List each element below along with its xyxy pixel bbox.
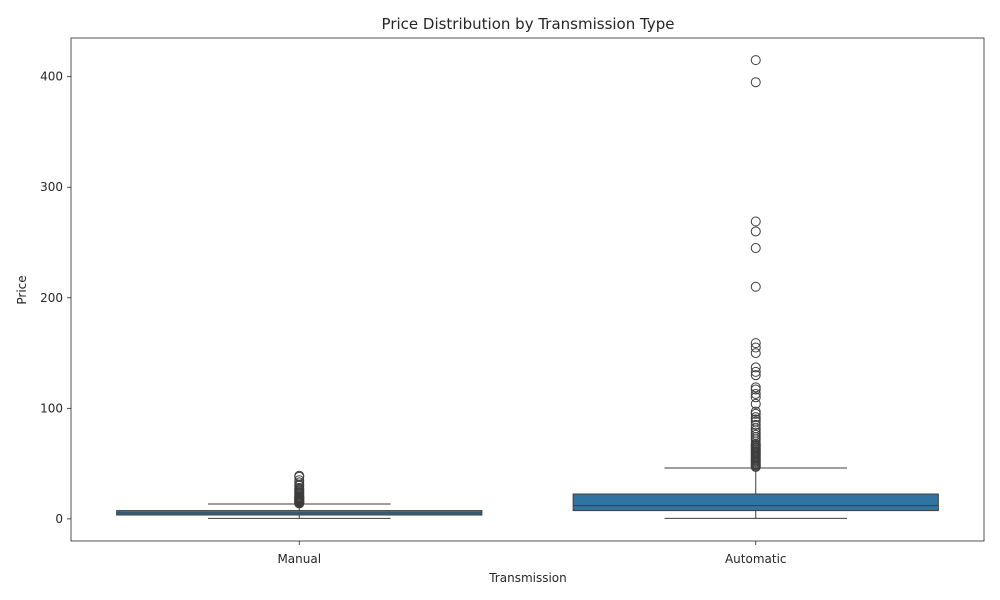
outlier-point	[750, 342, 761, 353]
iqr-box	[572, 493, 939, 512]
x-tick-label: Manual	[277, 552, 321, 566]
x-tick-label: Automatic	[725, 552, 787, 566]
y-tick-label: 0	[55, 512, 63, 526]
plot-area	[116, 55, 939, 519]
outlier-point	[750, 392, 761, 403]
outlier-point	[750, 388, 761, 399]
outlier-point	[750, 412, 761, 423]
x-axis: Manual Automatic	[277, 541, 787, 566]
outlier-point	[750, 226, 761, 237]
outlier-point	[294, 470, 305, 481]
x-axis-label: Transmission	[488, 571, 567, 585]
outlier-point	[750, 243, 761, 254]
outlier-point	[750, 427, 761, 438]
y-tick-label: 400	[40, 70, 63, 84]
box-group-manual	[116, 470, 483, 519]
outlier-point	[294, 475, 305, 486]
outlier-point	[750, 370, 761, 381]
outlier-point	[750, 384, 761, 395]
outlier-point	[750, 414, 761, 425]
y-axis-label: Price	[15, 275, 29, 304]
outlier-point	[750, 55, 761, 66]
outlier-point	[750, 362, 761, 373]
outlier-point	[750, 216, 761, 227]
outlier-point	[750, 398, 761, 409]
outlier-point	[294, 477, 305, 488]
y-axis: 0 100 200 300 400	[40, 70, 71, 526]
outlier-point	[750, 281, 761, 292]
outlier-point	[750, 348, 761, 359]
y-tick-label: 100	[40, 401, 63, 415]
outlier-point	[750, 419, 761, 430]
y-tick-label: 300	[40, 180, 63, 194]
outlier-point	[750, 366, 761, 377]
chart-title: Price Distribution by Transmission Type	[382, 15, 675, 33]
outlier-point	[750, 338, 761, 349]
outlier-point	[750, 416, 761, 427]
box-group-automatic	[572, 55, 939, 519]
outlier-point	[750, 77, 761, 88]
outlier-point	[750, 408, 761, 419]
outlier-point	[750, 429, 761, 440]
outlier-point	[750, 382, 761, 393]
y-tick-label: 200	[40, 291, 63, 305]
outlier-point	[750, 406, 761, 417]
plot-frame	[70, 37, 985, 542]
outlier-point	[294, 482, 305, 493]
